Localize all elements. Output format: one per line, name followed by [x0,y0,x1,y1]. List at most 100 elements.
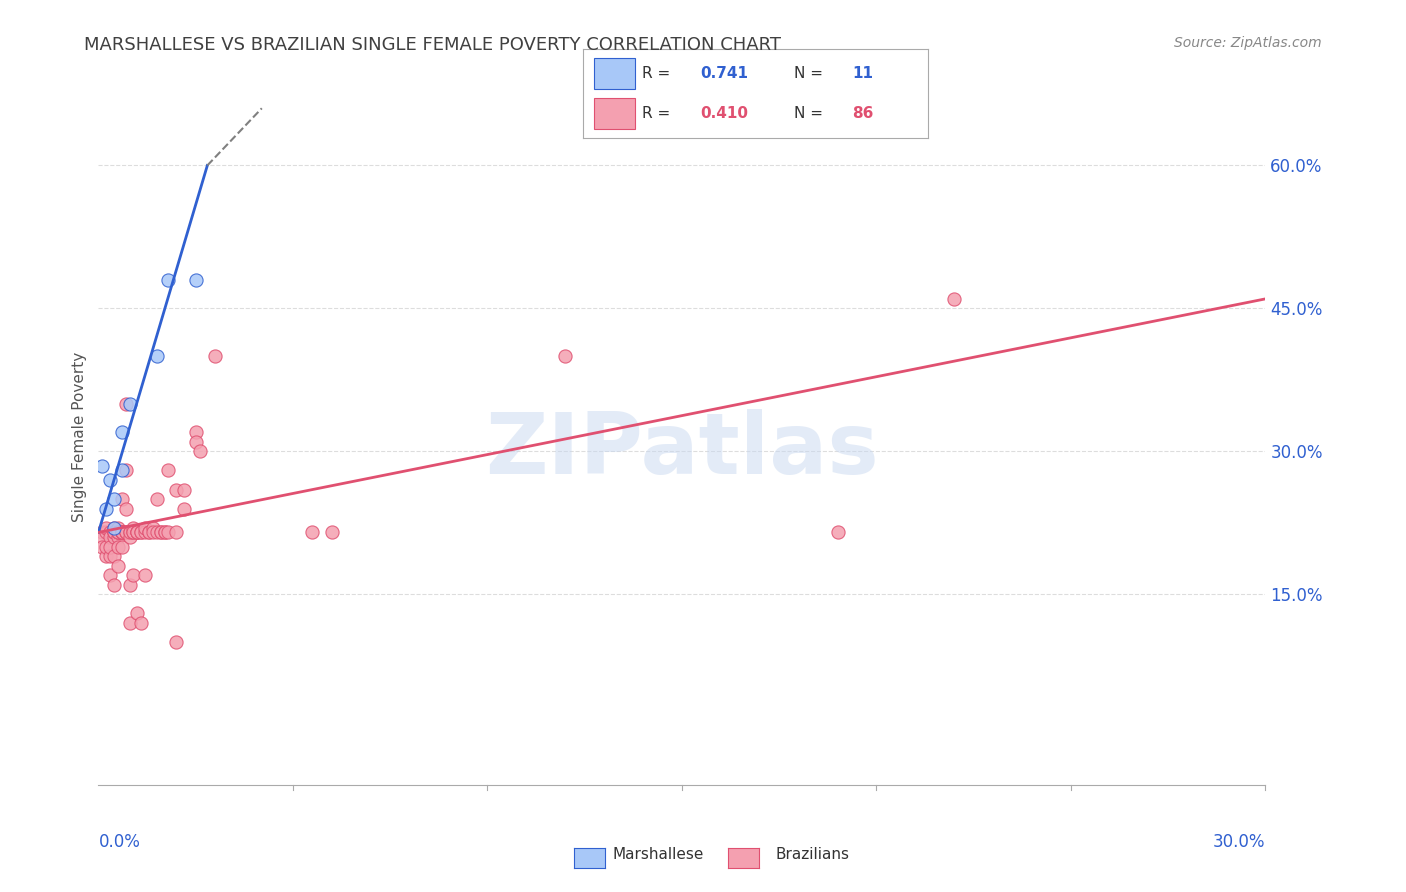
Point [118,530,141,544]
Point [118,525,141,540]
Point [111,463,134,477]
Text: N =: N = [793,106,823,120]
Point [114,525,136,540]
Point [103,491,125,506]
Point [127,525,149,540]
Point [114,525,136,540]
Point [107,525,129,540]
Point [173,501,195,516]
Point [98,473,121,487]
Point [111,525,134,540]
Text: R =: R = [643,106,671,120]
Point [114,501,136,516]
Point [103,525,125,540]
Point [114,525,136,540]
Point [111,525,134,540]
Point [165,525,187,540]
Point [301,525,323,540]
Point [91,530,114,544]
Point [111,491,134,506]
Point [107,525,129,540]
Point [103,549,125,564]
Text: 0.410: 0.410 [700,106,748,120]
Point [184,273,207,287]
Point [127,525,149,540]
Point [122,521,145,535]
Point [142,521,165,535]
Point [91,525,114,540]
Point [96,521,118,535]
Point [114,397,136,411]
Point [204,349,226,363]
Point [111,525,134,540]
Text: Brazilians: Brazilians [776,847,849,862]
Point [827,525,849,540]
Point [127,607,149,621]
Text: ZIPatlas: ZIPatlas [485,409,879,492]
Point [107,525,129,540]
Point [157,463,180,477]
Point [129,525,152,540]
Point [96,540,118,554]
Point [118,525,141,540]
Point [111,525,134,540]
Point [118,397,141,411]
Text: 11: 11 [852,66,873,80]
Point [184,425,207,440]
Point [96,549,118,564]
Text: MARSHALLESE VS BRAZILIAN SINGLE FEMALE POVERTY CORRELATION CHART: MARSHALLESE VS BRAZILIAN SINGLE FEMALE P… [84,36,782,54]
Point [554,349,576,363]
Point [91,540,114,554]
Point [103,521,125,535]
Text: R =: R = [643,66,671,80]
Point [96,525,118,540]
Point [122,525,145,540]
Point [321,525,343,540]
Point [165,483,187,497]
Point [157,525,180,540]
Text: Marshallese: Marshallese [613,847,703,862]
Point [146,349,169,363]
Point [96,501,118,516]
Point [103,578,125,592]
Point [103,525,125,540]
Point [107,525,129,540]
Point [153,525,176,540]
Point [129,615,152,630]
Point [138,525,160,540]
Point [173,483,195,497]
Point [118,615,141,630]
Point [107,530,129,544]
Point [188,444,211,458]
Point [111,425,134,440]
Point [98,525,121,540]
Point [146,491,169,506]
FancyBboxPatch shape [593,98,636,129]
Point [149,525,172,540]
FancyBboxPatch shape [593,58,636,89]
Point [184,434,207,449]
Point [103,521,125,535]
Point [103,525,125,540]
Point [134,521,156,535]
Point [122,525,145,540]
Point [98,549,121,564]
Point [153,525,176,540]
Point [129,525,152,540]
Point [134,568,156,582]
Point [107,558,129,573]
Text: 86: 86 [852,106,873,120]
Point [142,525,165,540]
Text: 30.0%: 30.0% [1213,832,1265,851]
Text: Source: ZipAtlas.com: Source: ZipAtlas.com [1174,36,1322,50]
Point [157,273,180,287]
Point [107,525,129,540]
Point [107,521,129,535]
Point [118,578,141,592]
Point [149,525,172,540]
Point [138,525,160,540]
Point [127,525,149,540]
Point [114,463,136,477]
Point [122,568,145,582]
Text: 0.741: 0.741 [700,66,748,80]
